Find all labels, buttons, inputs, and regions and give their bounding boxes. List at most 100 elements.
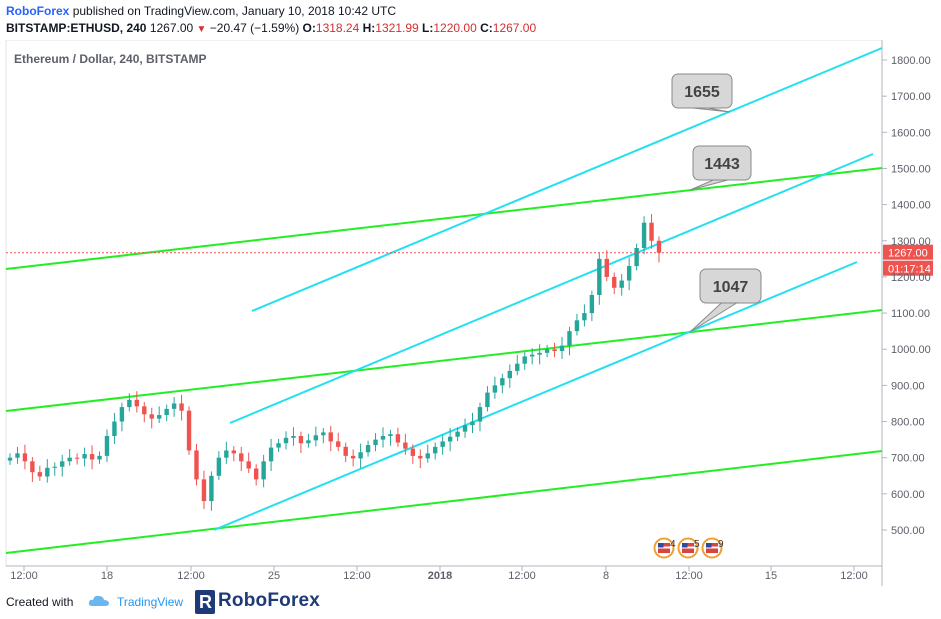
roboforex-logo-icon: R bbox=[195, 590, 215, 614]
candle-body bbox=[604, 258, 609, 277]
candle-body bbox=[216, 457, 222, 476]
y-tick-label: 1400.00 bbox=[891, 200, 931, 212]
price-callout: 1655 bbox=[671, 73, 733, 113]
ohlc-low-value: 1220.00 bbox=[433, 21, 477, 35]
candle-body bbox=[67, 457, 72, 462]
event-marker: 4 bbox=[653, 537, 676, 559]
y-tick-label: 900.00 bbox=[891, 380, 925, 392]
ohlc-high-key: H: bbox=[362, 21, 376, 35]
tradingview-link[interactable]: TradingView bbox=[117, 595, 184, 609]
candle-body bbox=[268, 447, 274, 462]
candle-body bbox=[321, 432, 326, 436]
flag-canton bbox=[658, 543, 664, 548]
candle-body bbox=[37, 472, 43, 477]
candle-body bbox=[142, 406, 147, 415]
roboforex-logo-letter: R bbox=[199, 592, 212, 612]
candle-body bbox=[164, 408, 169, 416]
candle-body bbox=[186, 410, 192, 451]
candle-body bbox=[82, 454, 87, 459]
candle-body bbox=[380, 436, 386, 440]
y-tick-label: 700.00 bbox=[891, 453, 925, 465]
candle-body bbox=[597, 258, 602, 295]
candle-body bbox=[194, 450, 199, 480]
y-tick-label: 1600.00 bbox=[891, 127, 931, 139]
candle-body bbox=[291, 436, 296, 438]
candle-body bbox=[455, 431, 460, 437]
candle-body bbox=[246, 461, 251, 469]
callout-box bbox=[671, 73, 733, 109]
green-trend-line bbox=[5, 450, 883, 554]
candle-body bbox=[224, 450, 229, 458]
candle-body bbox=[649, 222, 654, 241]
tradingview-cloud-icon bbox=[88, 595, 109, 606]
candle-body bbox=[231, 450, 236, 454]
candle-body bbox=[529, 354, 535, 357]
candle-body bbox=[552, 349, 557, 352]
cyan-channel-line bbox=[229, 153, 874, 424]
candle-body bbox=[589, 295, 595, 314]
cyan-channel-line bbox=[251, 47, 883, 312]
x-tick-label: 25 bbox=[268, 570, 280, 582]
last-price-badge bbox=[883, 244, 933, 260]
y-tick-label: 1000.00 bbox=[891, 344, 931, 356]
header-line-1: RoboForex published on TradingView.com, … bbox=[6, 3, 936, 20]
y-tick-label: 1100.00 bbox=[891, 308, 930, 320]
candle-body bbox=[15, 453, 20, 458]
price-chart[interactable]: 1267.00 01:17:14 1655 1443 1047 4 5 9 500.00 6… bbox=[0, 39, 941, 586]
cyan-channel-line bbox=[213, 261, 858, 531]
event-marker: 5 bbox=[677, 537, 700, 559]
chart-header: RoboForex published on TradingView.com, … bbox=[6, 3, 936, 38]
event-count: 4 bbox=[670, 539, 676, 550]
candle-body bbox=[52, 466, 57, 468]
publisher-link[interactable]: RoboForex bbox=[6, 4, 70, 18]
footer: Created with TradingView R RoboForex bbox=[0, 586, 941, 619]
y-tick-label: 1800.00 bbox=[891, 55, 931, 67]
last-price-badge-label: 1267.00 bbox=[888, 248, 928, 260]
candle-body bbox=[313, 435, 319, 441]
candle-body bbox=[239, 453, 244, 462]
candle-body bbox=[343, 446, 348, 456]
price-callout: 1047 bbox=[689, 268, 762, 333]
candle-body bbox=[612, 276, 617, 288]
candle-body bbox=[201, 479, 207, 502]
candle-body bbox=[179, 403, 184, 411]
candle-body bbox=[104, 436, 110, 456]
candle-body bbox=[619, 280, 624, 288]
ohlc-open-key: O: bbox=[302, 21, 316, 35]
candle-body bbox=[544, 349, 550, 353]
flag-white-stripe bbox=[658, 546, 670, 549]
y-tick-label: 1300.00 bbox=[891, 236, 931, 248]
candle-body bbox=[30, 461, 35, 473]
candle-body bbox=[156, 415, 162, 419]
candle-body bbox=[507, 370, 513, 379]
candle-body bbox=[388, 434, 393, 436]
x-tick-label: 2018 bbox=[428, 570, 452, 582]
roboforex-link[interactable]: RoboForex bbox=[218, 590, 321, 611]
y-tick-label: 1200.00 bbox=[891, 272, 931, 284]
candle-body bbox=[574, 320, 580, 332]
candle-body bbox=[253, 468, 259, 480]
x-tick-label: 12:00 bbox=[508, 570, 536, 582]
candle-body bbox=[119, 407, 125, 422]
candle-body bbox=[127, 399, 132, 408]
candle-body bbox=[276, 443, 281, 448]
chart-title: Ethereum / Dollar, 240, BITSTAMP bbox=[14, 52, 207, 66]
event-count: 9 bbox=[718, 539, 724, 550]
chart-area[interactable]: 1267.00 01:17:14 1655 1443 1047 4 5 9 500.00 6… bbox=[0, 39, 941, 586]
candle-body bbox=[149, 414, 154, 419]
candle-body bbox=[470, 421, 475, 426]
candle-body bbox=[45, 467, 50, 477]
candle-body bbox=[74, 457, 80, 459]
flag-white-stripe bbox=[706, 546, 718, 549]
candle-body bbox=[418, 455, 423, 459]
x-tick-label: 12:00 bbox=[343, 570, 371, 582]
candle-body bbox=[171, 403, 177, 409]
symbol-label[interactable]: BITSTAMP:ETHUSD, 240 bbox=[6, 21, 147, 35]
x-tick-label: 18 bbox=[101, 570, 113, 582]
candle-body bbox=[134, 399, 140, 407]
x-tick-label: 12:00 bbox=[10, 570, 38, 582]
created-with-label: Created with bbox=[6, 595, 74, 609]
candle-body bbox=[492, 385, 498, 393]
candle-body bbox=[112, 421, 117, 436]
candle-body bbox=[306, 440, 311, 444]
